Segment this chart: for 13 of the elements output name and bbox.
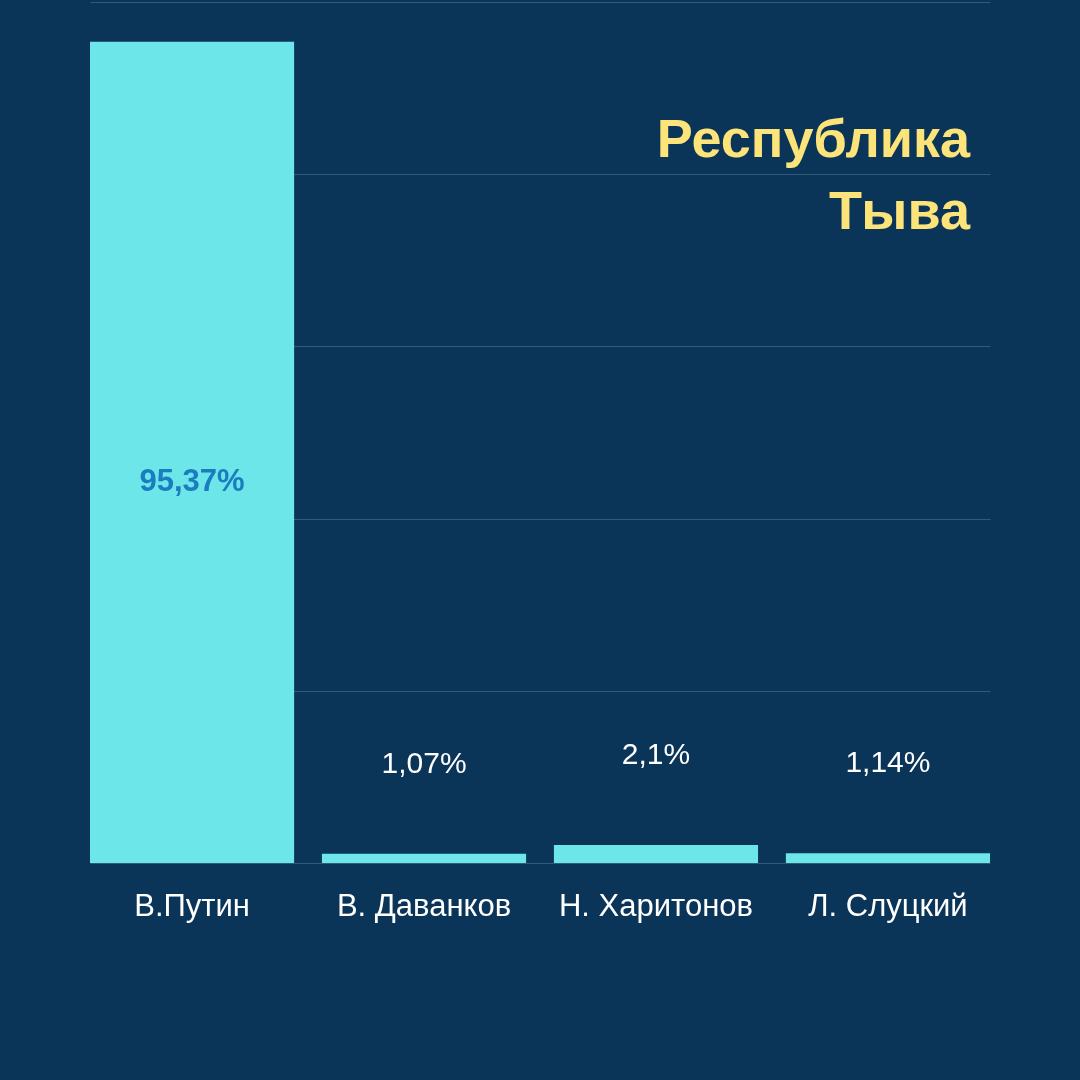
x-tick-label: Л. Слуцкий (808, 887, 968, 923)
x-tick-label: Н. Харитонов (558, 887, 753, 923)
bar (785, 853, 990, 863)
data-label: 95,37% (139, 463, 245, 499)
bar (553, 844, 759, 863)
x-tick-label: В. Даванков (336, 887, 512, 923)
x-tick-label: В.Путин (134, 887, 250, 923)
text: Республика Тыва (656, 108, 971, 240)
data-label: 1,07% (381, 745, 467, 779)
bar (90, 41, 295, 863)
data-label: 2,1% (621, 736, 691, 770)
bar (321, 853, 527, 863)
data-label: 1,14% (845, 745, 931, 779)
